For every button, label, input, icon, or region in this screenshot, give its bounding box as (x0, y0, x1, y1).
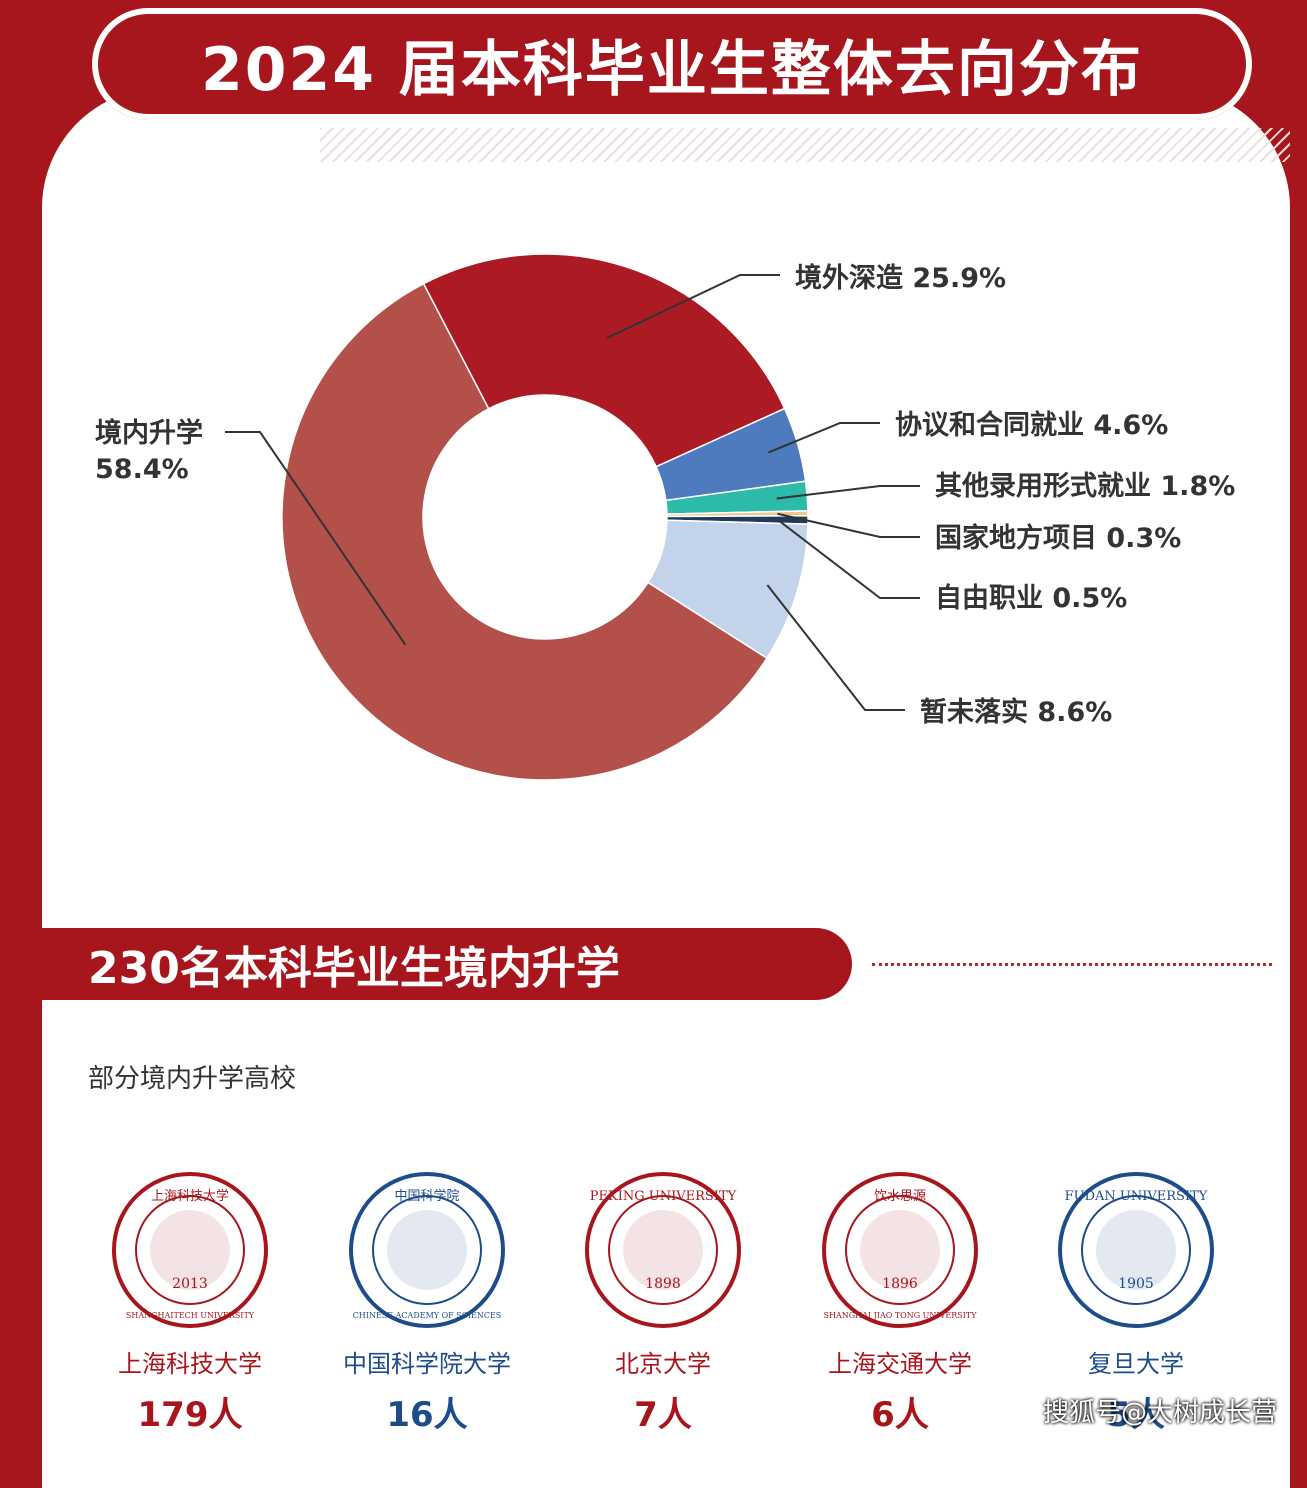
pie-slice-6 (281, 282, 768, 781)
svg-text:1896: 1896 (882, 1276, 918, 1292)
university-count: 179人 (137, 1395, 243, 1435)
slice-label-4: 自由职业 0.5% (935, 582, 1127, 614)
svg-text:上海科技大学: 上海科技大学 (151, 1188, 229, 1204)
slice-label-1: 协议和合同就业 4.6% (895, 409, 1168, 441)
section-banner: 230名本科毕业生境内升学 (0, 928, 852, 1000)
university-card: PEKING UNIVERSITY 1898 北京大学 7人 (553, 1170, 773, 1436)
leader-line-5 (766, 584, 905, 711)
svg-text:中国科学院: 中国科学院 (394, 1188, 459, 1204)
university-card: FUDAN UNIVERSITY 1905 复旦大学 5人 (1026, 1170, 1246, 1436)
university-card: 上海科技大学 SHANGHAITECH UNIVERSITY 2013 上海科技… (80, 1170, 300, 1436)
watermark: 搜狐号@大树成长营 (1042, 1398, 1277, 1428)
leader-line-2 (776, 485, 920, 500)
pie-slice-0 (422, 253, 786, 468)
svg-text:FUDAN UNIVERSITY: FUDAN UNIVERSITY (1065, 1189, 1208, 1204)
university-name: 上海交通大学 (828, 1350, 972, 1378)
leader-line-4 (776, 518, 920, 599)
university-name: 复旦大学 (1088, 1350, 1184, 1378)
slice-label-2: 其他录用形式就业 1.8% (935, 471, 1235, 502)
leader-line-3 (777, 512, 920, 538)
university-card: 饮水思源 SHANGHAI JIAO TONG UNIVERSITY 1896 … (790, 1170, 1010, 1436)
leader-line-0 (606, 274, 780, 339)
svg-text:CHINESE ACADEMY OF SCIENCES: CHINESE ACADEMY OF SCIENCES (353, 1311, 502, 1320)
university-name: 上海科技大学 (118, 1350, 262, 1378)
university-count: 16人 (386, 1395, 468, 1435)
dotted-divider (872, 963, 1272, 966)
slice-value-6: 58.4% (95, 454, 189, 485)
university-logo-icon: 饮水思源 SHANGHAI JIAO TONG UNIVERSITY 1896 (822, 1172, 978, 1328)
slice-label-5: 暂未落实 8.6% (920, 696, 1112, 728)
university-logo-icon: FUDAN UNIVERSITY 1905 (1058, 1172, 1214, 1328)
svg-text:SHANGHAI JIAO TONG UNIVERSITY: SHANGHAI JIAO TONG UNIVERSITY (824, 1311, 978, 1320)
slice-label-0: 境外深造 25.9% (795, 263, 1006, 294)
donut-chart: 境外深造 25.9% 协议和合同就业 4.6% 其他录用形式就业 1.8% 国家地方项… (95, 253, 1235, 781)
university-name: 北京大学 (615, 1350, 711, 1378)
hatch-decoration (320, 128, 1290, 162)
university-card: 中国科学院 CHINESE ACADEMY OF SCIENCES 中国科学院大… (317, 1170, 537, 1436)
university-count: 6人 (871, 1395, 929, 1435)
leader-line-1 (768, 422, 880, 454)
svg-text:1905: 1905 (1118, 1276, 1154, 1292)
title-banner: 2024 届本科毕业生整体去向分布 (92, 8, 1252, 120)
university-logo-icon: PEKING UNIVERSITY 1898 (585, 1172, 741, 1328)
svg-text:PEKING UNIVERSITY: PEKING UNIVERSITY (590, 1189, 737, 1204)
university-name: 中国科学院大学 (343, 1350, 511, 1378)
slice-label-3: 国家地方项目 0.3% (935, 522, 1181, 554)
svg-text:2013: 2013 (172, 1276, 208, 1292)
slice-label-6: 境内升学 (95, 417, 203, 449)
svg-text:饮水思源: 饮水思源 (874, 1189, 926, 1204)
leader-line-6 (225, 431, 407, 646)
page-title: 2024 届本科毕业生整体去向分布 (201, 34, 1143, 105)
svg-text:1898: 1898 (645, 1276, 681, 1292)
section-title: 230名本科毕业生境内升学 (88, 943, 620, 994)
svg-text:SHANGHAITECH UNIVERSITY: SHANGHAITECH UNIVERSITY (126, 1311, 255, 1320)
university-count: 7人 (634, 1395, 692, 1435)
university-count: 5人 (1107, 1395, 1165, 1435)
university-logo-icon: 上海科技大学 SHANGHAITECH UNIVERSITY 2013 (112, 1172, 268, 1328)
university-logo-icon: 中国科学院 CHINESE ACADEMY OF SCIENCES (349, 1172, 505, 1328)
section-subtitle: 部分境内升学高校 (88, 1064, 297, 1094)
